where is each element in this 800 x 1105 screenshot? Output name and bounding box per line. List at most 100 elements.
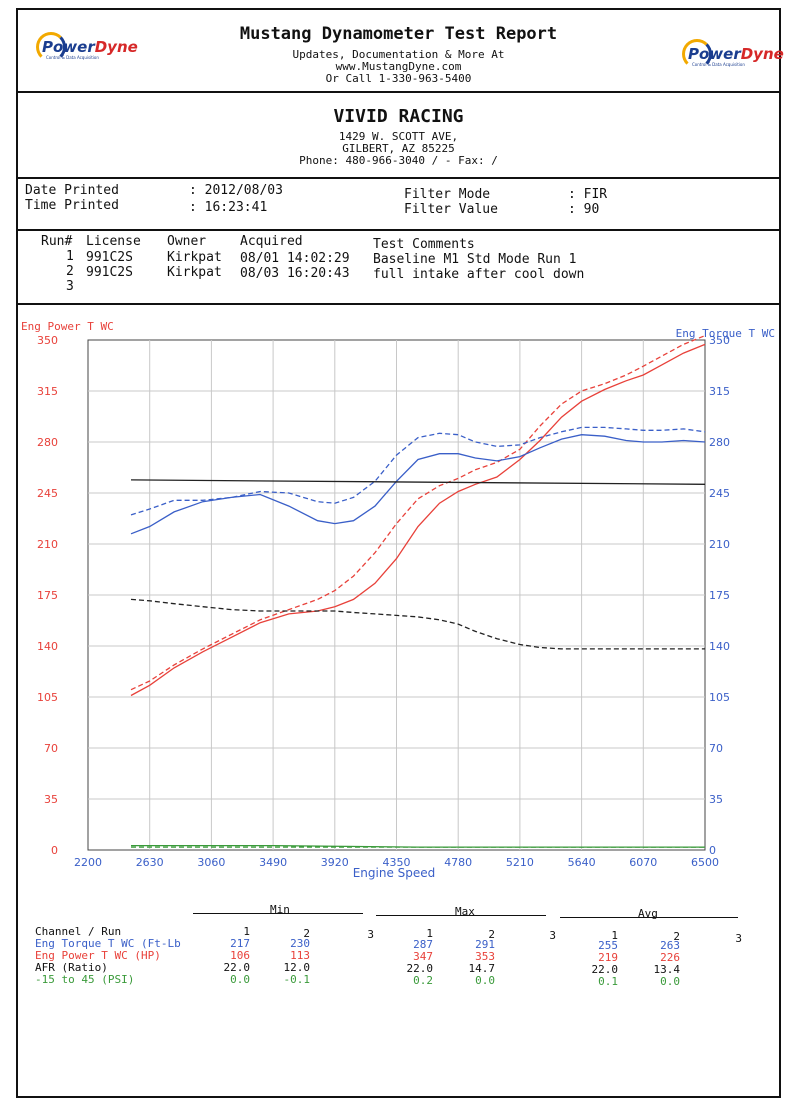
report-title: Mustang Dynamometer Test Report — [239, 24, 558, 44]
filter-mode-value: : FIR — [568, 187, 608, 202]
summary-run-header: 3 — [735, 932, 742, 945]
summary-max-value: 0.2 — [413, 974, 433, 987]
chart-grid — [87, 339, 706, 851]
summary-avg-underline — [560, 917, 738, 918]
summary-run-header: 2 — [488, 928, 495, 941]
powerdyne-logo-left: PowerDyne Control & Data Acquisition — [36, 32, 138, 62]
shop-address1: 1429 W. SCOTT AVE, — [338, 130, 459, 143]
time-printed-label: Time Printed — [25, 198, 119, 213]
summary-max-underline — [376, 915, 546, 916]
summary-avg-value: 13.4 — [653, 963, 681, 976]
runs-header-acquired: Acquired — [240, 234, 303, 249]
y-tick-label-left: 0 — [51, 844, 58, 857]
summary-channel-label: AFR (Ratio) — [35, 961, 108, 974]
y-tick-label-left: 105 — [37, 691, 58, 704]
series-line-afr-run1 — [130, 479, 706, 485]
summary-min-value: -0.1 — [283, 973, 311, 986]
y-tick-label-right: 140 — [709, 640, 730, 653]
summary-avg-value: 22.0 — [591, 963, 619, 976]
x-tick-label: 3920 — [321, 856, 349, 869]
filter-value-label: Filter Value — [404, 202, 498, 217]
logo-text-dyne: Dyne — [740, 45, 784, 63]
logo-tagline: Control & Data Acquisition — [692, 62, 745, 67]
divider — [16, 303, 781, 305]
report-frame — [16, 8, 781, 1098]
runs-header-comments: Test Comments — [373, 237, 475, 252]
x-tick-label: 6500 — [691, 856, 719, 869]
y-tick-label-left: 140 — [37, 640, 58, 653]
summary-max-value: 287 — [413, 938, 433, 951]
y-tick-label-right: 280 — [709, 436, 730, 449]
y-axis-label-left: Eng Power T WC — [21, 320, 114, 333]
y-tick-label-left: 280 — [37, 436, 58, 449]
y-tick-label-right: 35 — [709, 793, 723, 806]
runs-header-license: License — [86, 234, 141, 249]
run-license: 991C2S — [86, 250, 133, 265]
summary-min-value: 0.0 — [230, 973, 250, 986]
y-tick-label-left: 350 — [37, 334, 58, 347]
runs-header-owner: Owner — [167, 234, 207, 249]
summary-group-max: Max — [455, 905, 475, 918]
summary-run-header: 1 — [426, 927, 433, 940]
y-tick-label-right: 315 — [709, 385, 730, 398]
divider — [16, 177, 781, 179]
summary-avg-value: 219 — [598, 951, 618, 964]
y-tick-label-left: 35 — [44, 793, 58, 806]
y-tick-label-right: 350 — [709, 334, 730, 347]
x-tick-label: 3060 — [197, 856, 225, 869]
swoosh-icon — [682, 39, 712, 69]
series-line-eng-power-t-wc-run1 — [130, 343, 706, 697]
header-line3: Or Call 1-330-963-5400 — [325, 72, 472, 85]
y-tick-label-left: 70 — [44, 742, 58, 755]
y-tick-label-right: 210 — [709, 538, 730, 551]
filter-mode-label: Filter Mode — [404, 187, 491, 202]
run-comment: Baseline M1 Std Mode Run 1 — [373, 252, 577, 267]
summary-max-value: 22.0 — [406, 962, 434, 975]
date-printed-value: : 2012/08/03 — [189, 183, 283, 198]
y-tick-label-right: 175 — [709, 589, 730, 602]
filter-value-value: : 90 — [568, 202, 600, 217]
y-tick-label-right: 70 — [709, 742, 723, 755]
logo-text-dyne: Dyne — [94, 38, 138, 56]
summary-group-min: Min — [270, 903, 290, 916]
shop-phone: Phone: 480-966-3040 / - Fax: / — [299, 154, 498, 167]
summary-min-value: 217 — [230, 937, 250, 950]
powerdyne-logo-right: PowerDyne Control & Data Acquisition — [682, 39, 784, 69]
y-tick-label-right: 0 — [709, 844, 716, 857]
summary-run-header: 1 — [243, 925, 250, 938]
summary-min-value: 106 — [230, 949, 250, 962]
x-tick-label: 5210 — [506, 856, 534, 869]
summary-run-header: 2 — [673, 930, 680, 943]
summary-avg-value: 255 — [598, 939, 618, 952]
divider — [16, 91, 781, 93]
y-tick-label-left: 210 — [37, 538, 58, 551]
series-line-15-to-45-psi-run1 — [131, 844, 705, 848]
run-number: 1 — [66, 249, 74, 264]
x-axis-label: Engine Speed — [353, 866, 436, 880]
summary-avg-value: 0.1 — [598, 975, 618, 988]
summary-channel-label: -15 to 45 (PSI) — [35, 973, 135, 986]
summary-max-value: 14.7 — [468, 962, 496, 975]
swoosh-icon — [36, 32, 66, 62]
series-line-eng-torque-t-wc-run1 — [130, 434, 706, 535]
summary-avg-value: 0.0 — [660, 975, 680, 988]
summary-max-value: 0.0 — [475, 974, 495, 987]
date-printed-label: Date Printed — [25, 183, 119, 198]
summary-max-value: 353 — [475, 950, 495, 963]
run-acquired: 08/03 16:20:43 — [240, 266, 350, 281]
run-comment: full intake after cool down — [373, 267, 585, 282]
x-tick-label: 5640 — [568, 856, 596, 869]
summary-run-header: 1 — [611, 929, 618, 942]
y-tick-label-left: 315 — [37, 385, 58, 398]
series-line-eng-torque-t-wc-run2 — [130, 426, 706, 516]
run-owner: Kirkpat — [167, 250, 222, 265]
summary-channel-label: Eng Torque T WC (Ft-Lb — [35, 937, 181, 950]
header-line2: www.MustangDyne.com — [335, 60, 462, 73]
run-number: 3 — [66, 279, 74, 294]
x-tick-label: 4350 — [383, 856, 411, 869]
dyno-chart: 2200 2630 3060 3490 3920 4350 4780 5210 5640 6070… — [21, 320, 775, 880]
y-axis-label-right: Eng Torque T WC — [676, 327, 775, 340]
run-acquired: 08/01 14:02:29 — [240, 251, 350, 266]
summary-max-value: 291 — [475, 938, 495, 951]
logo-tagline: Control & Data Acquisition — [46, 55, 99, 60]
